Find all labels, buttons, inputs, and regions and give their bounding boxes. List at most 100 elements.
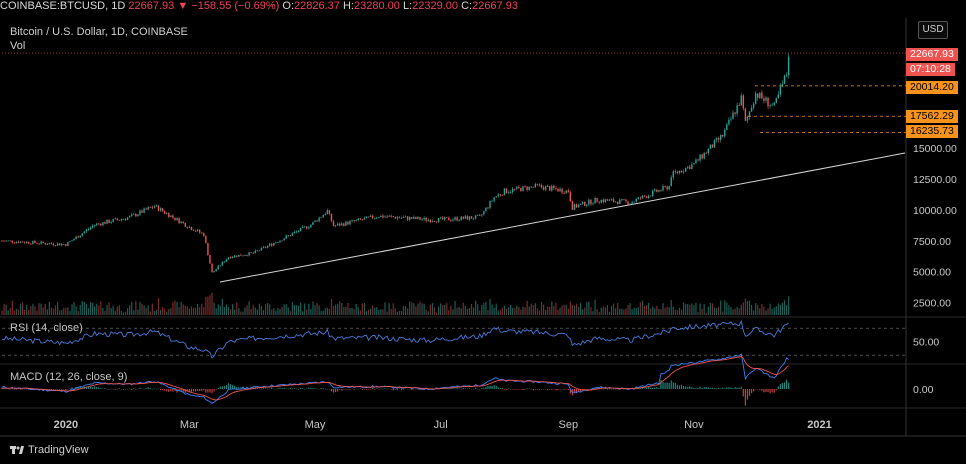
candle-body: [717, 138, 720, 140]
macd-histogram-bar: [542, 389, 545, 390]
macd-histogram-bar: [164, 389, 166, 391]
volume-bar: [182, 304, 184, 315]
macd-histogram-bar: [516, 389, 518, 390]
candle-body: [493, 197, 495, 201]
volume-bar: [503, 305, 506, 315]
macd-histogram-bar: [536, 389, 538, 390]
macd-histogram-bar: [656, 387, 658, 389]
candle-body: [530, 186, 532, 188]
candle-body: [326, 210, 329, 215]
candle-body: [458, 220, 460, 221]
volume-bar: [129, 305, 131, 315]
volume-bar: [131, 301, 133, 315]
volume-bar: [304, 303, 306, 315]
tradingview-brand[interactable]: TradingView: [10, 444, 89, 456]
candle-body: [534, 183, 537, 188]
candle-body: [740, 95, 742, 106]
volume-bar: [720, 300, 722, 315]
volume-bar: [458, 307, 460, 315]
symbol-name[interactable]: COINBASE:BTCUSD, 1D: [0, 0, 126, 12]
macd-histogram-bar: [522, 389, 524, 391]
candle-body: [19, 241, 22, 243]
volume-bar: [310, 309, 312, 315]
candle-body: [404, 216, 407, 218]
candle-body: [707, 148, 710, 154]
candle-body: [524, 186, 526, 188]
candle-body: [223, 261, 226, 263]
macd-histogram-bar: [553, 389, 555, 390]
volume-bar: [59, 310, 61, 315]
volume-bar: [641, 300, 644, 315]
volume-bar: [779, 304, 781, 315]
macd-histogram-bar: [532, 389, 534, 391]
candle-body: [427, 219, 429, 221]
candle-body: [400, 217, 403, 219]
macd-histogram-bar: [468, 388, 471, 389]
candle-body: [728, 119, 730, 125]
macd-histogram-bar: [540, 389, 543, 390]
candle-body: [567, 190, 569, 193]
macd-histogram-bar: [59, 389, 61, 390]
y-tick-label: 12500.00: [913, 174, 957, 186]
candle-body: [763, 98, 765, 101]
macd-histogram-bar: [380, 388, 382, 390]
candle-body: [485, 207, 487, 211]
volume-bar: [102, 307, 104, 315]
currency-button[interactable]: USD: [918, 21, 948, 39]
candle-body: [701, 154, 703, 159]
candle-body: [371, 215, 374, 219]
candle-body: [514, 188, 516, 190]
volume-bar: [652, 306, 654, 315]
macd-histogram-bar: [452, 388, 454, 389]
macd-histogram-bar: [289, 387, 291, 389]
candle-body: [610, 199, 613, 201]
macd-histogram-bar: [349, 389, 351, 390]
macd-histogram-bar: [67, 389, 69, 390]
candle-body: [446, 217, 448, 219]
volume-bar: [518, 306, 520, 315]
volume-bar: [314, 305, 316, 315]
volume-bar: [322, 310, 324, 315]
candle-body: [435, 221, 438, 223]
macd-histogram-bar: [124, 388, 127, 390]
high-label: H:: [342, 0, 354, 12]
macd-histogram-bar: [188, 389, 190, 393]
candle-body: [705, 152, 707, 154]
macd-histogram-bar: [19, 389, 22, 390]
candle-body: [476, 215, 479, 216]
macd-histogram-bar: [376, 388, 378, 389]
volume-bar: [421, 303, 423, 315]
volume-bar: [567, 308, 569, 315]
candle-body: [452, 219, 454, 221]
macd-histogram-bar: [742, 389, 744, 397]
candle-body: [63, 244, 65, 245]
candle-body: [726, 124, 728, 130]
rsi-tick-label: 50.00: [913, 337, 939, 349]
candle-body: [637, 197, 640, 199]
candle-body: [518, 186, 520, 188]
volume-bar: [773, 307, 775, 315]
macd-histogram-bar: [398, 388, 401, 389]
tradingview-logo-icon: [10, 446, 24, 454]
trend-line[interactable]: [219, 152, 906, 283]
volume-bar: [501, 307, 503, 315]
volume-bar: [324, 308, 326, 315]
macd-histogram-bar: [396, 389, 398, 391]
candle-body: [79, 235, 81, 238]
macd-histogram-bar: [604, 388, 606, 389]
macd-histogram-bar: [610, 389, 613, 390]
x-tick-label: 2020: [54, 419, 78, 431]
candle-body: [649, 195, 652, 197]
volume-bar: [415, 306, 417, 315]
volume-bar: [668, 307, 670, 315]
macd-histogram-bar: [577, 389, 580, 392]
candle-body: [143, 208, 145, 213]
volume-bar: [260, 305, 263, 315]
candle-body: [672, 171, 675, 178]
candle-body: [769, 105, 771, 107]
candle-body: [221, 261, 224, 266]
candle-body: [719, 135, 722, 140]
macd-histogram-bar: [503, 389, 506, 390]
candle-body: [75, 236, 77, 239]
